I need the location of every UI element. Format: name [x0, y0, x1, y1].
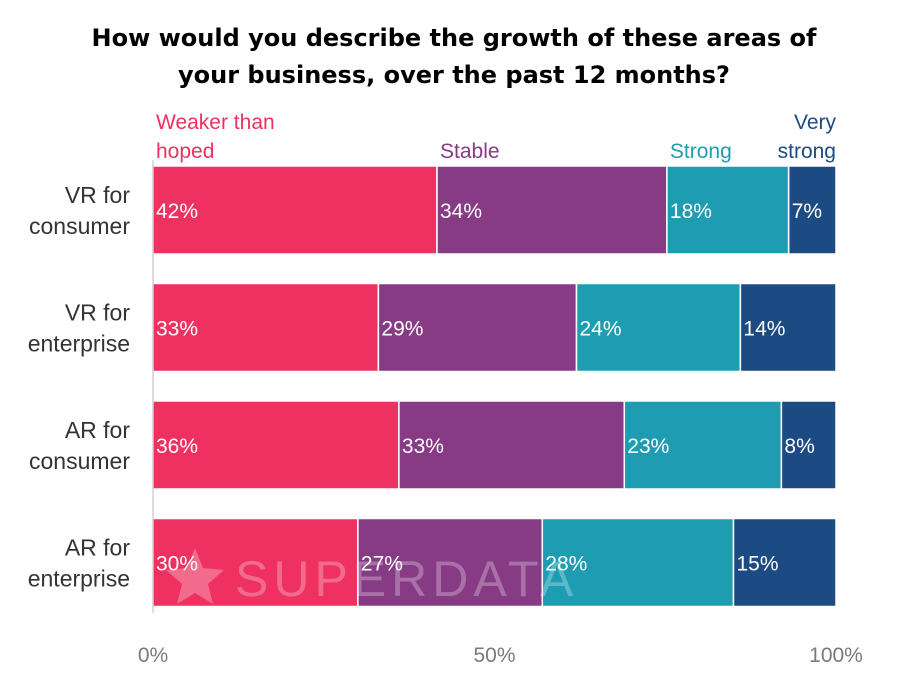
watermark-text: SUPERDATA [235, 551, 578, 607]
data-label: 36% [156, 435, 198, 458]
legend-label: Strong [670, 140, 732, 163]
category-label-line: AR for [65, 535, 131, 561]
bar-segment [541, 517, 735, 608]
data-label: 30% [156, 553, 198, 576]
legend-label-line: Stable [440, 140, 500, 163]
data-label: 14% [743, 318, 785, 341]
data-label: 28% [545, 553, 587, 576]
bar-segment [787, 165, 837, 255]
legend-label-line: strong [778, 140, 836, 163]
data-label: 24% [580, 318, 622, 341]
data-label: 27% [361, 553, 403, 576]
data-label: 23% [627, 435, 669, 458]
bar-segment [152, 517, 359, 608]
chart-title-line-1: How would you describe the growth of the… [91, 24, 817, 52]
bar-segment [357, 517, 544, 608]
bar-segment [152, 165, 438, 255]
category-label-line: consumer [29, 213, 130, 239]
legend-label-line: Strong [670, 140, 732, 163]
bar-segment [152, 282, 380, 373]
data-label: 15% [737, 553, 779, 576]
data-label: 7% [792, 200, 822, 223]
legend-label: Stable [440, 140, 500, 163]
data-label: 42% [156, 200, 198, 223]
watermark-star-icon [166, 548, 224, 604]
data-label: 33% [402, 435, 444, 458]
x-tick-label: 0% [138, 644, 168, 667]
category-label: VR for enterprise [28, 300, 131, 357]
bar-segment [377, 282, 578, 373]
legend-label-line: Weaker than [156, 111, 275, 134]
category-label: AR for consumer [29, 417, 130, 474]
category-label-line: VR for [65, 182, 131, 208]
legend-label-line: Very [794, 111, 837, 134]
category-label-line: consumer [29, 448, 130, 474]
legend-label: Very strong [778, 111, 837, 163]
legend-label-line: hoped [156, 140, 214, 163]
bar-segment [152, 400, 400, 490]
bar-segment [732, 517, 837, 608]
category-label: VR for consumer [29, 182, 130, 239]
data-label: 29% [381, 318, 423, 341]
category-label-line: enterprise [28, 566, 130, 592]
chart-title-line-2: your business, over the past 12 months? [178, 61, 730, 89]
bar-segment [739, 282, 837, 373]
chart-title: How would you describe the growth of the… [0, 20, 908, 94]
bar-segment [623, 400, 783, 490]
category-label: AR for enterprise [28, 535, 131, 592]
x-tick-label: 50% [473, 644, 515, 667]
legend-label: Weaker than hoped [156, 111, 275, 163]
bar-segment [780, 400, 837, 490]
bar-segment [575, 282, 742, 373]
data-label: 34% [440, 200, 482, 223]
data-label: 8% [784, 435, 814, 458]
category-label-line: enterprise [28, 331, 130, 357]
x-tick-label: 100% [809, 644, 863, 667]
category-label-line: VR for [65, 300, 131, 326]
data-label: 18% [670, 200, 712, 223]
bar-segment [398, 400, 626, 490]
data-label: 33% [156, 318, 198, 341]
category-label-line: AR for [65, 417, 131, 443]
